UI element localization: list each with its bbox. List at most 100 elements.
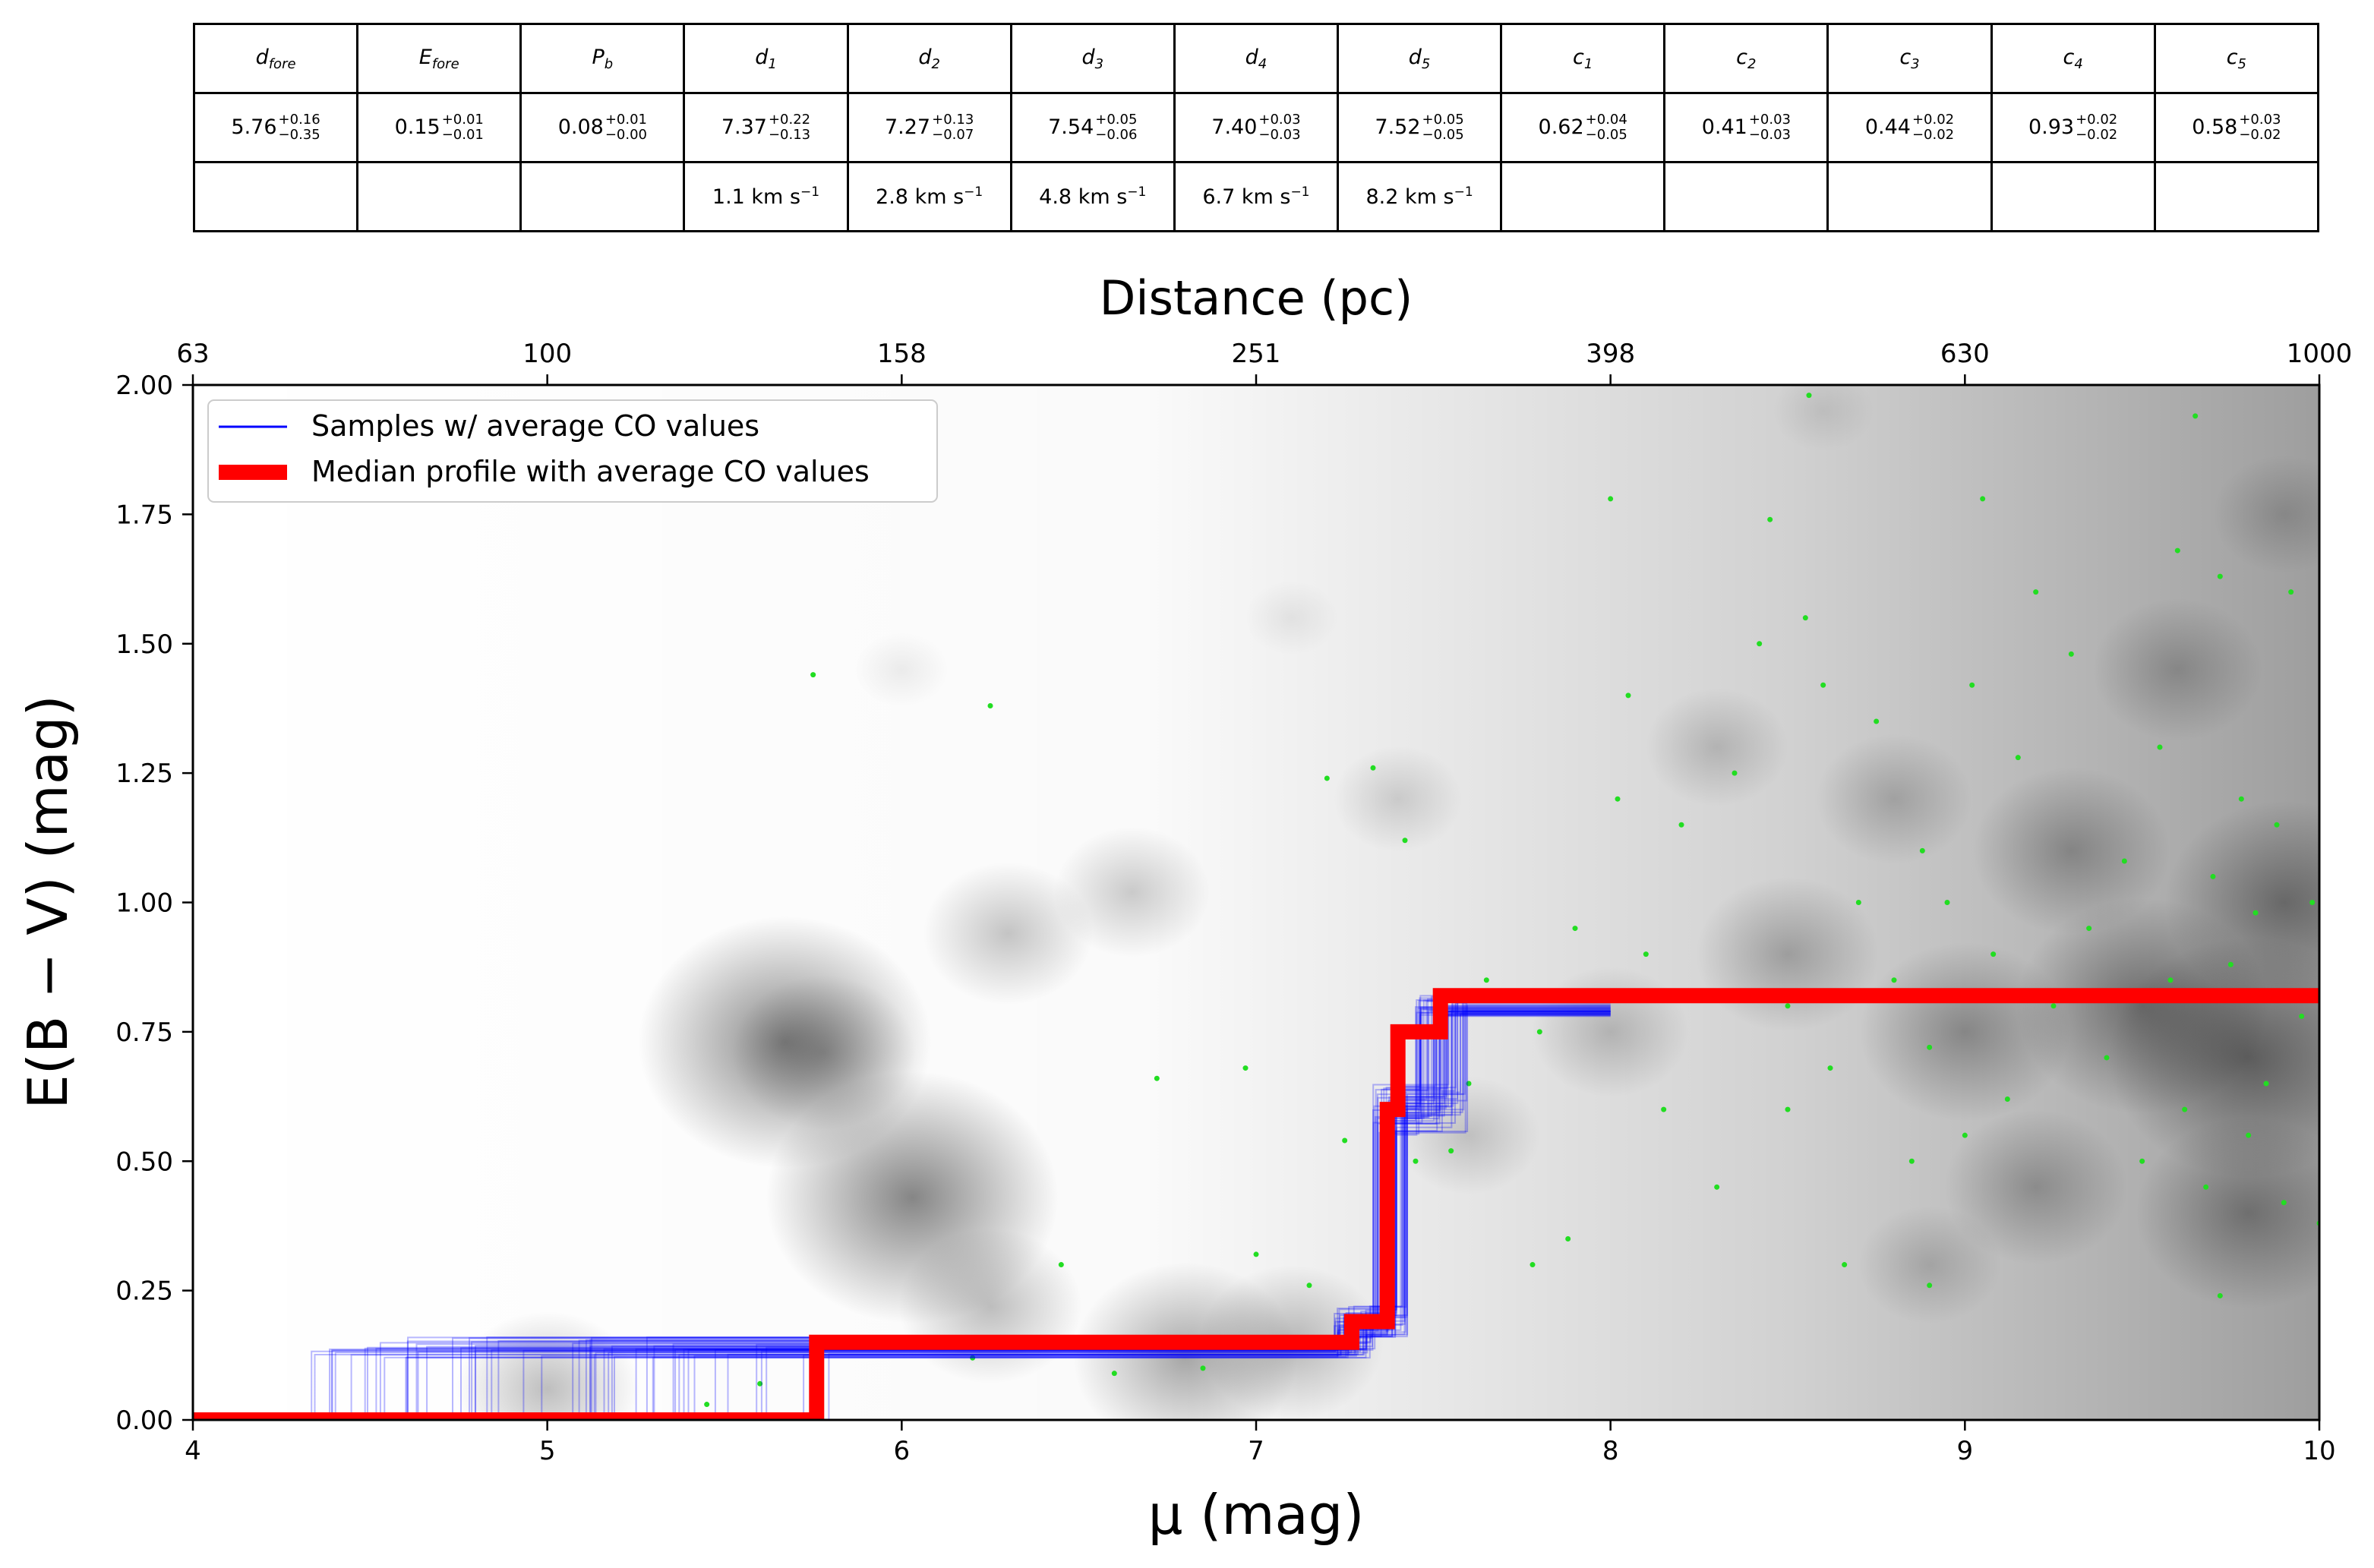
y-tick-label: 1.00: [115, 888, 173, 919]
density-cloud: [1532, 966, 1689, 1097]
table-value-row: 5.76 +0.16 −0.35 0.15 +0.01 −0.01 0.08 +0.01 −0.…: [192, 92, 2320, 163]
legend: Samples w/ average CO values Median profi…: [207, 399, 938, 503]
param-symbol: P: [592, 45, 605, 69]
star-point: [2238, 796, 2244, 802]
star-point: [2068, 651, 2074, 657]
table-value-cell: 7.27 +0.13 −0.07: [846, 92, 1012, 163]
legend-label: Samples w/ average CO values: [311, 409, 759, 443]
param-value: 0.93 +0.02 −0.02: [2028, 112, 2117, 143]
star-point: [1536, 1029, 1542, 1035]
star-points: [704, 393, 2319, 1408]
density-cloud: [2136, 1117, 2319, 1309]
error-upper: +0.05: [1422, 112, 1464, 128]
velocity-value: 2.8: [876, 185, 908, 209]
median-profile-line: [193, 988, 2319, 1420]
density-cloud: [1397, 1076, 1540, 1195]
param-symbol: d: [755, 45, 769, 69]
star-point: [1324, 775, 1330, 781]
density-cloud: [1772, 385, 1874, 453]
star-point: [1342, 1137, 1348, 1144]
param-value: 7.37 +0.22 −0.13: [721, 112, 810, 143]
param-symbol: c: [2226, 45, 2238, 69]
param-value: 0.58 +0.03 −0.02: [2192, 112, 2281, 143]
sample-profile-line: [193, 1011, 1611, 1420]
density-cloud: [1858, 1205, 2001, 1324]
y-tick-label: 0.25: [115, 1276, 173, 1307]
star-point: [2217, 1292, 2223, 1298]
table-header-cell: Efore: [356, 23, 522, 94]
star-point: [1785, 1003, 1791, 1009]
param-value: 7.40 +0.03 −0.03: [1211, 112, 1300, 143]
error-lower: −0.05: [1585, 127, 1627, 143]
density-background: [193, 385, 2319, 1420]
value-number: 5.76: [231, 115, 277, 139]
star-point: [2288, 589, 2294, 595]
star-point: [2309, 900, 2316, 905]
star-point: [2121, 858, 2127, 864]
sample-profile-line: [193, 997, 1611, 1420]
value-errors: +0.02 −0.02: [1912, 112, 1954, 143]
table-header-cell: dfore: [192, 23, 359, 94]
value-number: 7.54: [1048, 115, 1094, 139]
star-point: [1306, 1282, 1312, 1289]
star-point: [1820, 682, 1826, 688]
table-header-cell: c1: [1500, 23, 1666, 94]
star-point: [1402, 838, 1408, 844]
sample-profile-line: [193, 1012, 1611, 1420]
table-header-cell: c5: [2153, 23, 2320, 94]
sample-profile-line: [193, 1010, 1611, 1420]
star-point: [2203, 1184, 2209, 1190]
param-subscript: 5: [1421, 55, 1431, 72]
star-point: [1874, 718, 1880, 724]
error-lower: −0.03: [1748, 127, 1791, 143]
density-cloud: [854, 632, 949, 708]
velocity-unit: km s−1: [908, 185, 983, 209]
param-subscript: b: [604, 55, 614, 72]
sample-profile-line: [193, 1011, 1611, 1420]
star-point: [1980, 496, 1986, 502]
star-point: [1483, 977, 1489, 983]
density-cloud: [923, 862, 1094, 1005]
value-number: 7.52: [1375, 115, 1421, 139]
density-cloud: [455, 1311, 639, 1420]
param-subscript: fore: [431, 55, 459, 72]
table-header-cell: d1: [683, 23, 849, 94]
star-point: [1785, 1106, 1791, 1112]
star-point: [704, 1402, 710, 1408]
value-errors: +0.16 −0.35: [279, 112, 320, 143]
param-value: 7.27 +0.13 −0.07: [885, 112, 974, 143]
sample-profile-line: [193, 1011, 1611, 1420]
star-point: [1661, 1106, 1667, 1112]
sample-profile-line: [193, 1007, 1611, 1420]
velocity-unit: km s−1: [744, 185, 820, 209]
param-symbol: c: [2063, 45, 2075, 69]
param-subscript: 5: [2237, 55, 2246, 72]
error-lower: −0.03: [1258, 127, 1301, 143]
table-velocity-cell: 1.1 km s−1: [683, 161, 849, 232]
star-point: [2274, 822, 2280, 828]
table-header-cell: c2: [1663, 23, 1829, 94]
star-point: [1944, 900, 1950, 905]
density-cloud: [2164, 800, 2319, 1005]
y-tick-label: 1.25: [115, 759, 173, 789]
star-point: [1767, 516, 1773, 522]
table-value-cell: 0.93 +0.02 −0.02: [1990, 92, 2156, 163]
y-axis-label: E(B − V) (mag): [16, 695, 80, 1109]
velocity-exponent: −1: [800, 185, 820, 200]
velocity-unit: km s−1: [1398, 185, 1473, 209]
param-subscript: 1: [1583, 55, 1593, 72]
star-point: [1757, 641, 1763, 647]
legend-label: Median profile with average CO values: [311, 455, 870, 488]
density-cloud: [2212, 455, 2319, 574]
value-errors: +0.01 −0.00: [605, 112, 647, 143]
x-tick-label: 10: [2303, 1436, 2335, 1466]
value-errors: +0.03 −0.03: [1258, 112, 1300, 143]
error-upper: +0.13: [932, 112, 974, 128]
star-point: [1615, 796, 1621, 802]
star-point: [1111, 1371, 1117, 1377]
sample-profile-line: [193, 1000, 1611, 1420]
table-value-cell: 0.44 +0.02 −0.02: [1826, 92, 1993, 163]
velocity-value: 4.8: [1039, 185, 1072, 209]
table-header-cell: c3: [1826, 23, 1993, 94]
value-errors: +0.02 −0.02: [2076, 112, 2117, 143]
